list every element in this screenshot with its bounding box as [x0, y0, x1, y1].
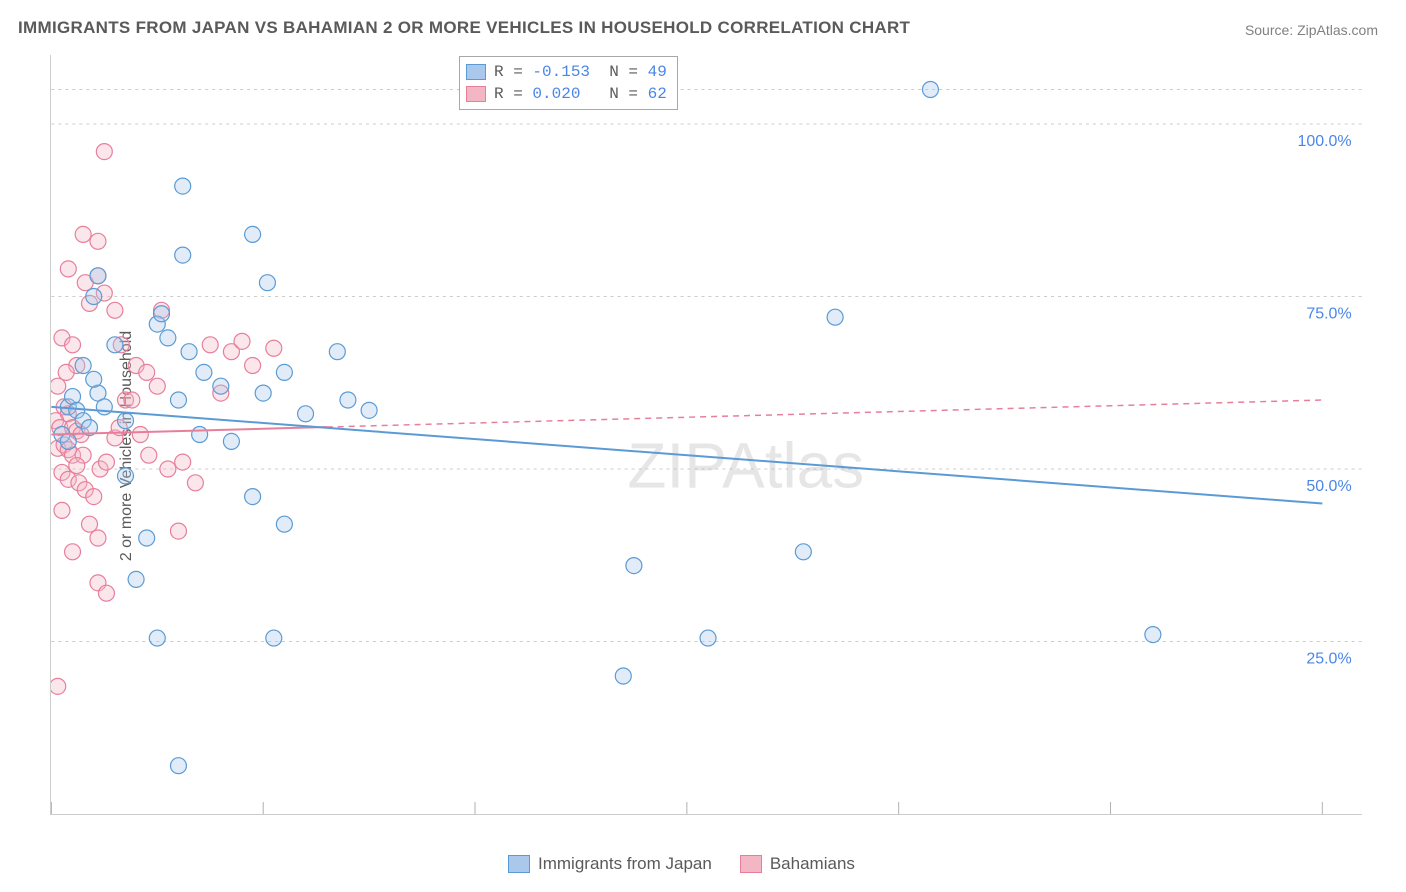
- chart-container: IMMIGRANTS FROM JAPAN VS BAHAMIAN 2 OR M…: [0, 0, 1406, 892]
- legend-label-0: Immigrants from Japan: [538, 854, 712, 874]
- legend-swatch-icon: [508, 855, 530, 873]
- stats-text-1: R = 0.020 N = 62: [494, 85, 667, 103]
- source-text: Source: ZipAtlas.com: [1245, 22, 1378, 38]
- legend-item-0: Immigrants from Japan: [508, 854, 712, 874]
- stats-text-0: R = -0.153 N = 49: [494, 63, 667, 81]
- svg-text:25.0%: 25.0%: [1306, 650, 1351, 667]
- scatter-plot-svg: 25.0%50.0%75.0%100.0%0.0%60.0%ZIPAtlas: [51, 55, 1362, 814]
- legend-swatch-icon: [740, 855, 762, 873]
- svg-text:75.0%: 75.0%: [1306, 305, 1351, 322]
- stats-row-1: R = 0.020 N = 62: [466, 83, 667, 105]
- stats-swatch-icon: [466, 64, 486, 80]
- bottom-legend: Immigrants from Japan Bahamians: [508, 854, 855, 874]
- legend-label-1: Bahamians: [770, 854, 855, 874]
- stats-swatch-icon: [466, 86, 486, 102]
- chart-title: IMMIGRANTS FROM JAPAN VS BAHAMIAN 2 OR M…: [18, 18, 910, 38]
- legend-item-1: Bahamians: [740, 854, 855, 874]
- stats-legend: R = -0.153 N = 49 R = 0.020 N = 62: [459, 56, 678, 110]
- svg-text:50.0%: 50.0%: [1306, 478, 1351, 495]
- stats-row-0: R = -0.153 N = 49: [466, 61, 667, 83]
- svg-text:100.0%: 100.0%: [1297, 133, 1351, 150]
- plot-area: 25.0%50.0%75.0%100.0%0.0%60.0%ZIPAtlas: [50, 55, 1362, 815]
